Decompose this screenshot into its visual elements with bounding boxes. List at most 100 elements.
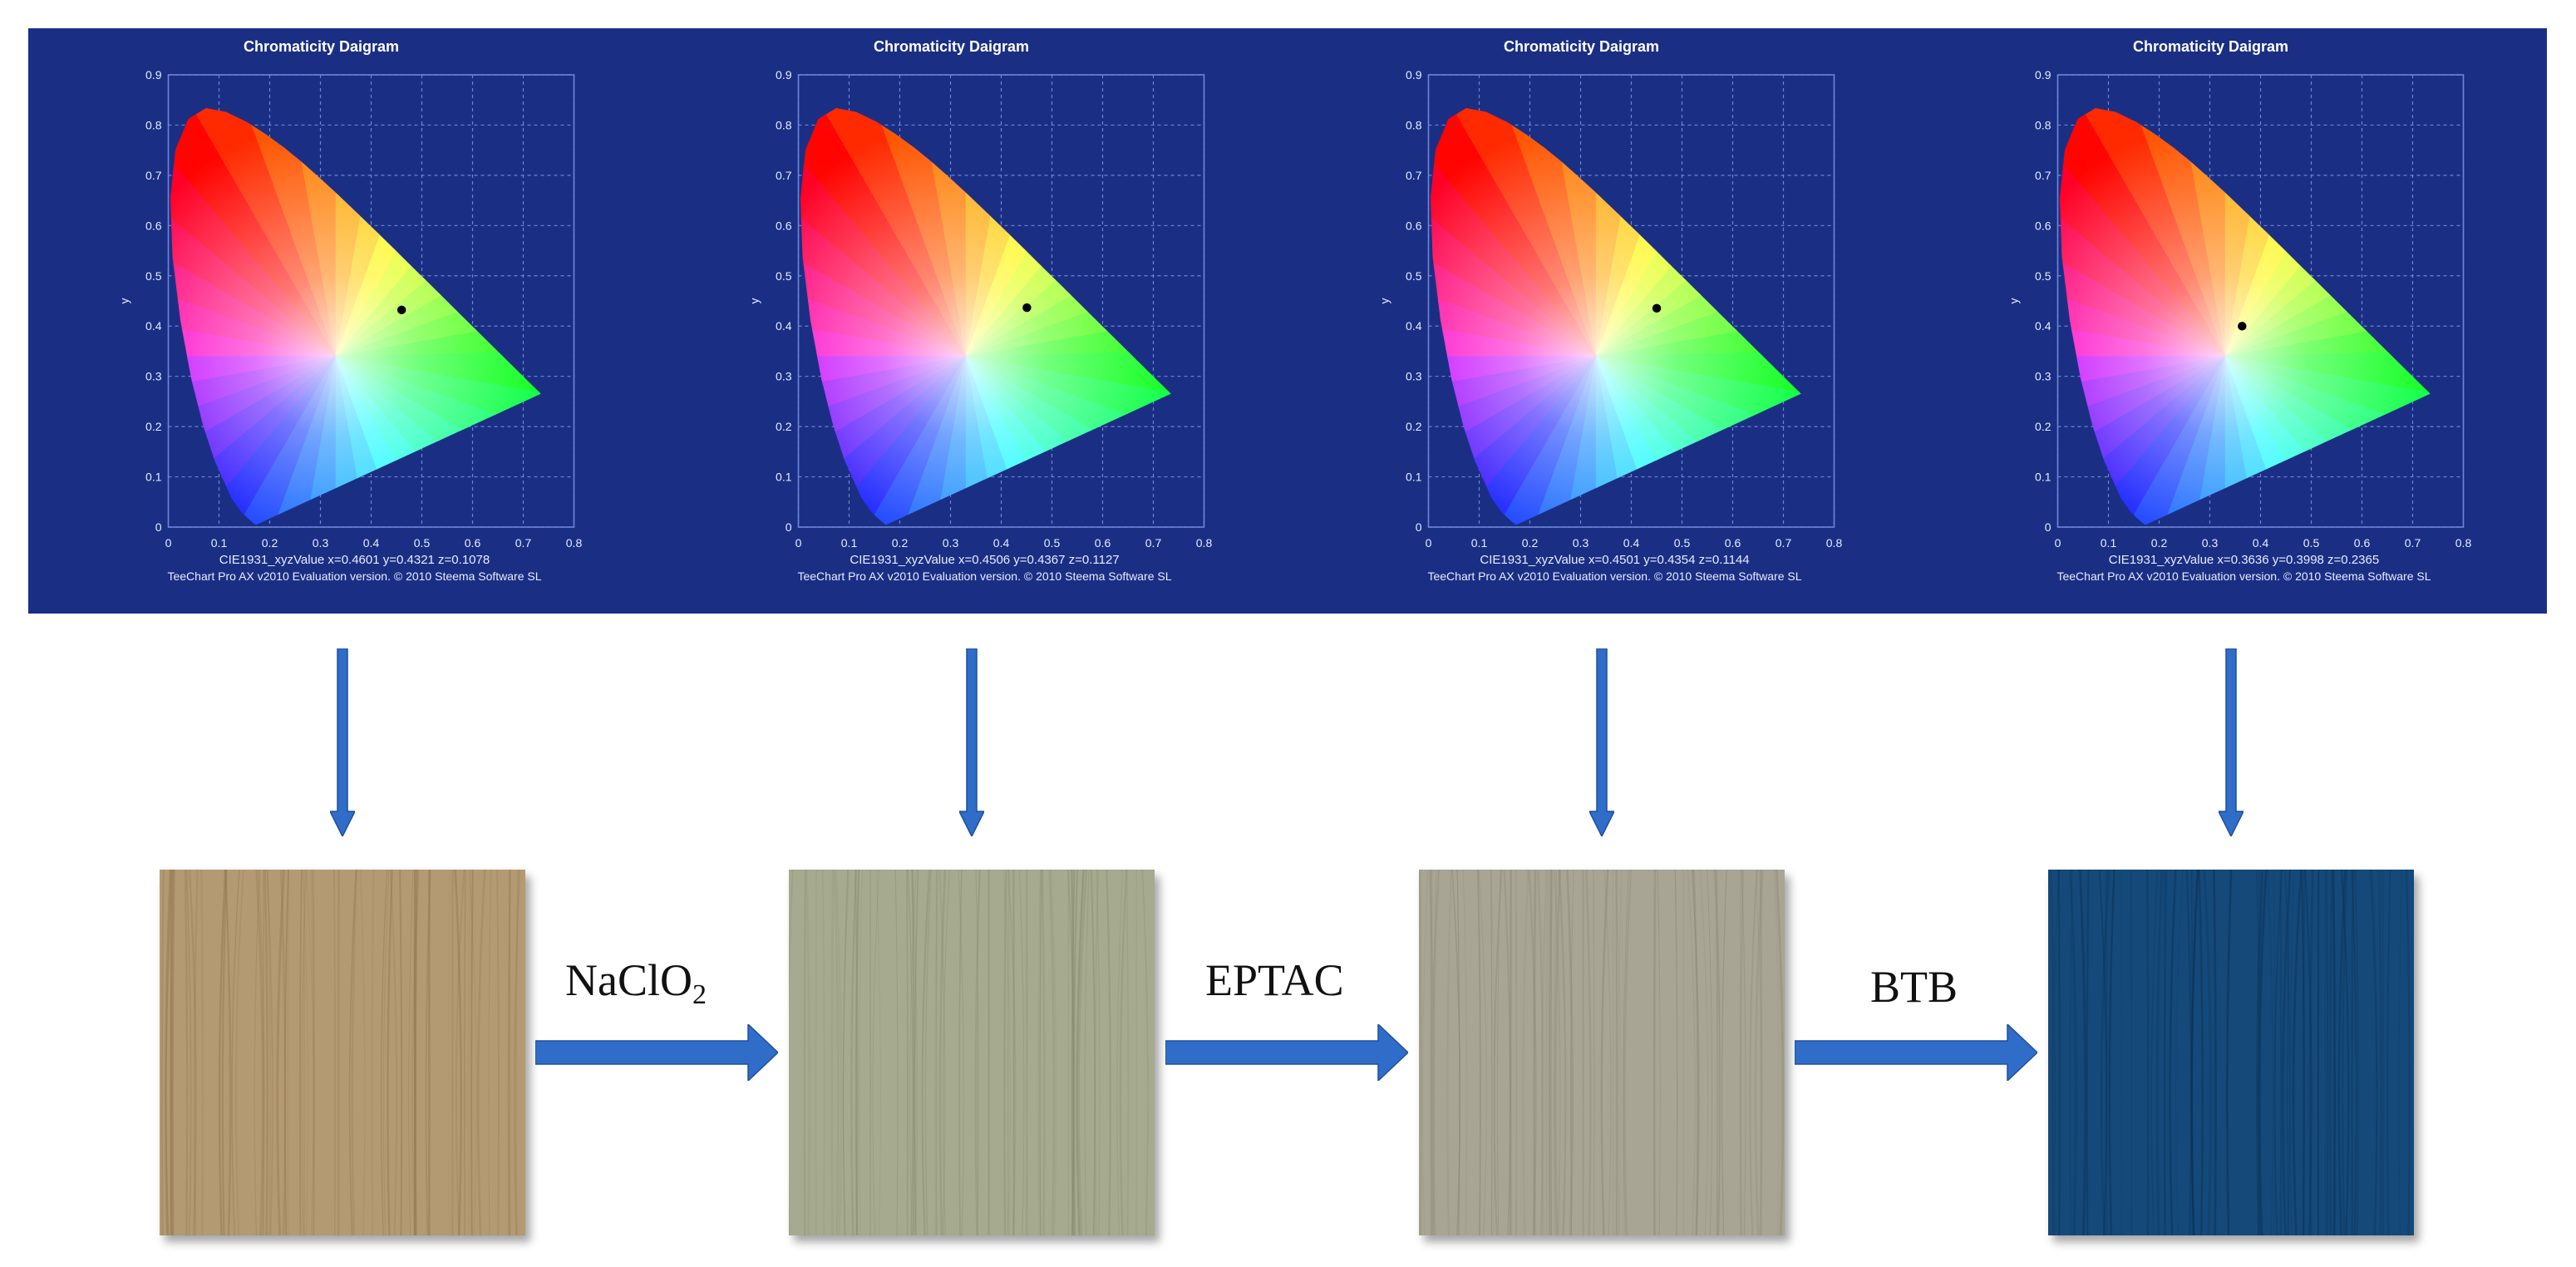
wood-grain-line — [1077, 870, 1088, 1235]
wood-grain-line — [2398, 870, 2402, 1235]
wood-grain-line — [165, 870, 172, 1235]
x-tick-label: 0.3 — [943, 536, 959, 550]
wood-grain-line — [1431, 870, 1440, 1235]
x-axis-label: CIE1931_xyzValue x=0.4501 y=0.4354 z=0.1… — [1480, 553, 1749, 567]
wood-grain-line — [2059, 870, 2061, 1235]
chart-footer: TeeChart Pro AX v2010 Evaluation version… — [1427, 569, 1801, 583]
wood-grain-line — [1497, 870, 1501, 1235]
wood-grain-line — [1490, 870, 1495, 1235]
sample-image-1 — [160, 870, 525, 1235]
wood-grain-line — [835, 870, 842, 1235]
wood-grain-line — [1714, 870, 1718, 1235]
chromaticity-gamut — [1430, 108, 1801, 525]
wood-grain-line — [1691, 870, 1700, 1235]
chart-footer: TeeChart Pro AX v2010 Evaluation version… — [797, 569, 1171, 583]
wood-grain-line — [1740, 870, 1745, 1235]
y-tick-label: 0.5 — [776, 269, 792, 283]
y-tick-label: 0.4 — [2035, 319, 2051, 333]
wood-grain-line — [1039, 870, 1043, 1235]
wood-grain-line — [507, 870, 511, 1235]
x-tick-label: 0.5 — [1674, 536, 1691, 550]
y-tick-label: 0.7 — [2035, 169, 2051, 182]
chart-svg-2: 0 0.1 0.2 0.3 0.4 0.5 0.6 0.7 0.8 0 0.1 0.2 0.3 0.4 0.… — [748, 38, 1213, 583]
x-tick-label: 0.5 — [2303, 536, 2320, 550]
wood-grain-line — [1585, 870, 1592, 1235]
chart-title: Chromaticity Daigram — [244, 38, 399, 55]
wood-grain-line — [254, 870, 261, 1235]
wood-grain-line — [351, 870, 358, 1235]
wood-grain-line — [2406, 870, 2411, 1235]
wood-grain-line — [2190, 870, 2199, 1235]
wood-grain-line — [311, 870, 315, 1235]
wood-grain-line — [1522, 870, 1529, 1235]
wood-grain-line — [1071, 870, 1076, 1235]
wood-grain-line — [1094, 870, 1100, 1235]
wood-grain-line — [2080, 870, 2085, 1235]
wood-grain-line — [2130, 870, 2132, 1235]
wood-grain-line — [1462, 870, 1468, 1235]
wood-grain-line — [455, 870, 465, 1235]
wood-grain-line — [359, 870, 366, 1235]
wood-grain-line — [2078, 870, 2087, 1235]
wood-grain-line — [2198, 870, 2204, 1235]
wood-grain-line — [1072, 870, 1079, 1235]
wood-grain-line — [1558, 870, 1567, 1235]
wood-grain-line — [1774, 870, 1779, 1235]
wood-grain-line — [1141, 870, 1149, 1235]
wood-grain-line — [1774, 870, 1781, 1235]
y-tick-label: 0.8 — [2035, 118, 2051, 131]
sample-texture-2 — [789, 870, 1155, 1235]
y-axis-label: y — [118, 298, 131, 304]
wood-grain-line — [1071, 870, 1076, 1235]
sample-surface — [1419, 870, 1785, 1235]
y-tick-label: 0.7 — [776, 169, 792, 182]
x-tick-label: 0.4 — [993, 536, 1010, 550]
wood-grain-line — [2379, 870, 2381, 1235]
y-tick-label: 0 — [1416, 520, 1422, 534]
y-tick-label: 0.3 — [2035, 370, 2051, 383]
wood-grain-line — [1749, 870, 1758, 1235]
wood-grain-line — [2203, 870, 2212, 1235]
y-tick-label: 0.5 — [2035, 269, 2051, 283]
wood-grain-line — [389, 870, 398, 1235]
wood-grain-line — [1754, 870, 1764, 1235]
wood-grain-line — [515, 870, 519, 1235]
arrow-down-icon — [330, 648, 355, 836]
x-tick-label: 0.7 — [515, 536, 532, 550]
wood-grain-line — [1422, 870, 1429, 1235]
x-tick-label: 0.6 — [2354, 536, 2371, 550]
wood-grain-line — [2304, 870, 2312, 1235]
wood-grain-line — [938, 870, 946, 1235]
wood-grain-line — [1528, 870, 1537, 1235]
wood-grain-line — [454, 870, 463, 1235]
sample-texture-3 — [1419, 870, 1785, 1235]
y-tick-label: 0.9 — [145, 68, 162, 81]
y-tick-label: 0.4 — [776, 319, 792, 333]
white-point-glow — [1430, 123, 1801, 525]
wood-grain-line — [958, 870, 965, 1235]
chromaticity-gamut — [800, 108, 1171, 525]
wood-grain-line — [1755, 870, 1762, 1235]
wood-grain-line — [2289, 870, 2294, 1235]
wood-grain-line — [934, 870, 939, 1235]
wood-grain-line — [2341, 870, 2348, 1235]
sample-surface — [2048, 870, 2414, 1235]
wood-grain-line — [2273, 870, 2283, 1235]
wood-grain-line — [1715, 870, 1721, 1235]
wood-grain-line — [2256, 870, 2260, 1235]
y-tick-label: 0.2 — [145, 420, 162, 433]
wood-grain-line — [2226, 870, 2233, 1235]
wood-grain-line — [1775, 870, 1785, 1235]
x-tick-label: 0.8 — [2455, 536, 2472, 550]
wood-grain-line — [468, 870, 471, 1235]
wood-grain-line — [1090, 870, 1096, 1235]
wood-grain-line — [1007, 870, 1010, 1235]
wood-grain-line — [833, 870, 840, 1235]
arrow-right-icon — [1795, 1024, 2037, 1081]
wood-grain-line — [476, 870, 486, 1235]
wood-grain-line — [2273, 870, 2276, 1235]
wood-grain-line — [302, 870, 308, 1235]
x-tick-label: 0 — [165, 536, 172, 550]
chart-title: Chromaticity Daigram — [1504, 38, 1659, 55]
arrow-down-icon — [2219, 648, 2244, 836]
